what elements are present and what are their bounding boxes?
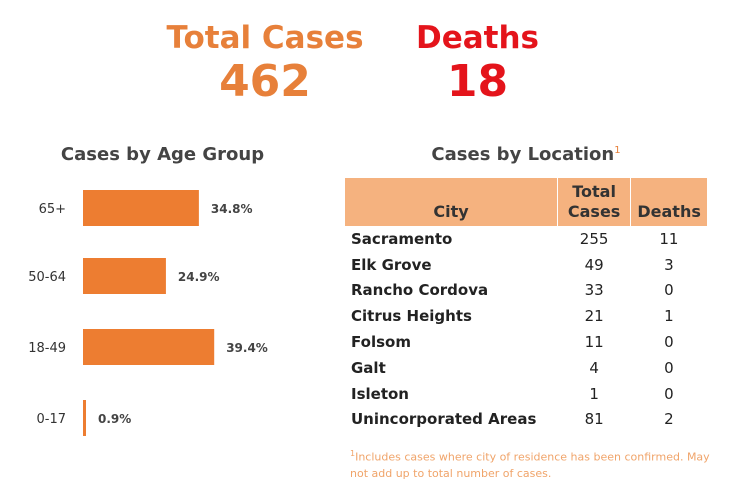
deaths-cell: 11 bbox=[659, 229, 679, 248]
column-header-deaths: Deaths bbox=[630, 178, 707, 226]
value-label: 0.9% bbox=[98, 412, 131, 426]
table-row: Galt 4 0 bbox=[345, 355, 707, 381]
total-cases-kpi: Total Cases 462 bbox=[160, 20, 370, 108]
table-row: Unincorporated Areas 81 2 bbox=[345, 407, 707, 433]
total-cases-cell: 81 bbox=[584, 410, 604, 429]
table-row: Citrus Heights 21 1 bbox=[345, 303, 707, 329]
footnote: 1Includes cases where city of residence … bbox=[350, 446, 720, 482]
city-cell: Galt bbox=[351, 358, 386, 377]
deaths-cell: 0 bbox=[664, 358, 674, 377]
table-body: Sacramento 255 11 Elk Grove 49 3 Rancho Cordov… bbox=[345, 226, 707, 432]
value-label: 39.4% bbox=[226, 341, 268, 355]
table-row: Isleton 1 0 bbox=[345, 381, 707, 407]
category-label: 50-64 bbox=[28, 270, 66, 285]
city-cell: Folsom bbox=[351, 333, 411, 352]
deaths-kpi: Deaths 18 bbox=[405, 20, 550, 108]
city-cell: Citrus Heights bbox=[351, 307, 472, 326]
total-cases-cell: 21 bbox=[584, 307, 604, 326]
table-row: Elk Grove 49 3 bbox=[345, 252, 707, 278]
city-cell: Isleton bbox=[351, 384, 409, 403]
total-cases-cell: 49 bbox=[584, 255, 604, 274]
deaths-cell: 0 bbox=[664, 333, 674, 352]
table-header-row: City Total Cases Deaths bbox=[345, 178, 707, 226]
deaths-value: 18 bbox=[446, 56, 509, 107]
category-label: 0-17 bbox=[36, 412, 66, 427]
column-header-city: City bbox=[345, 178, 558, 226]
total-cases-cell: 11 bbox=[584, 333, 604, 352]
total-cases-cell: 255 bbox=[579, 229, 609, 248]
location-title-footnote-marker: 1 bbox=[614, 145, 621, 156]
deaths-cell: 0 bbox=[664, 384, 674, 403]
deaths-cell: 1 bbox=[664, 307, 674, 326]
bar-0-17 bbox=[83, 400, 86, 436]
total-cases-cell: 4 bbox=[589, 358, 599, 377]
footnote-text: Includes cases where city of residence h… bbox=[350, 450, 710, 480]
bar-50-64 bbox=[83, 258, 166, 294]
total-cases-cell: 1 bbox=[589, 384, 599, 403]
location-table-title: Cases by Location1 bbox=[345, 144, 707, 165]
table-row: Rancho Cordova 33 0 bbox=[345, 278, 707, 304]
category-label: 65+ bbox=[39, 202, 66, 217]
column-header-total-cases-label: Total Cases bbox=[567, 182, 621, 221]
age-chart-title: Cases by Age Group bbox=[60, 144, 265, 165]
location-title-text: Cases by Location bbox=[431, 144, 615, 165]
deaths-cell: 3 bbox=[664, 255, 674, 274]
cases-by-location-table: City Total Cases Deaths Sacramento 255 11 E… bbox=[345, 178, 707, 432]
bar-65+ bbox=[83, 190, 199, 226]
age-group-bar-chart: 65+ 34.8% 50-64 24.9% 18-49 39.4% 0-17 0.9% bbox=[28, 190, 268, 436]
table-row: Sacramento 255 11 bbox=[345, 226, 707, 252]
total-cases-value: 462 bbox=[219, 56, 311, 107]
value-label: 24.9% bbox=[178, 270, 220, 284]
deaths-label: Deaths bbox=[415, 20, 540, 56]
deaths-cell: 2 bbox=[664, 410, 674, 429]
city-cell: Sacramento bbox=[351, 229, 453, 248]
city-cell: Elk Grove bbox=[351, 255, 432, 274]
city-cell: Rancho Cordova bbox=[351, 281, 489, 300]
table-row: Folsom 11 0 bbox=[345, 329, 707, 355]
column-header-total-cases: Total Cases bbox=[557, 178, 632, 226]
deaths-cell: 0 bbox=[664, 281, 674, 300]
total-cases-cell: 33 bbox=[584, 281, 604, 300]
footnote-marker: 1 bbox=[350, 449, 356, 458]
category-label: 18-49 bbox=[28, 341, 66, 356]
city-cell: Unincorporated Areas bbox=[351, 410, 537, 429]
bar-18-49 bbox=[83, 329, 215, 365]
total-cases-label: Total Cases bbox=[166, 20, 364, 56]
value-label: 34.8% bbox=[211, 202, 253, 216]
